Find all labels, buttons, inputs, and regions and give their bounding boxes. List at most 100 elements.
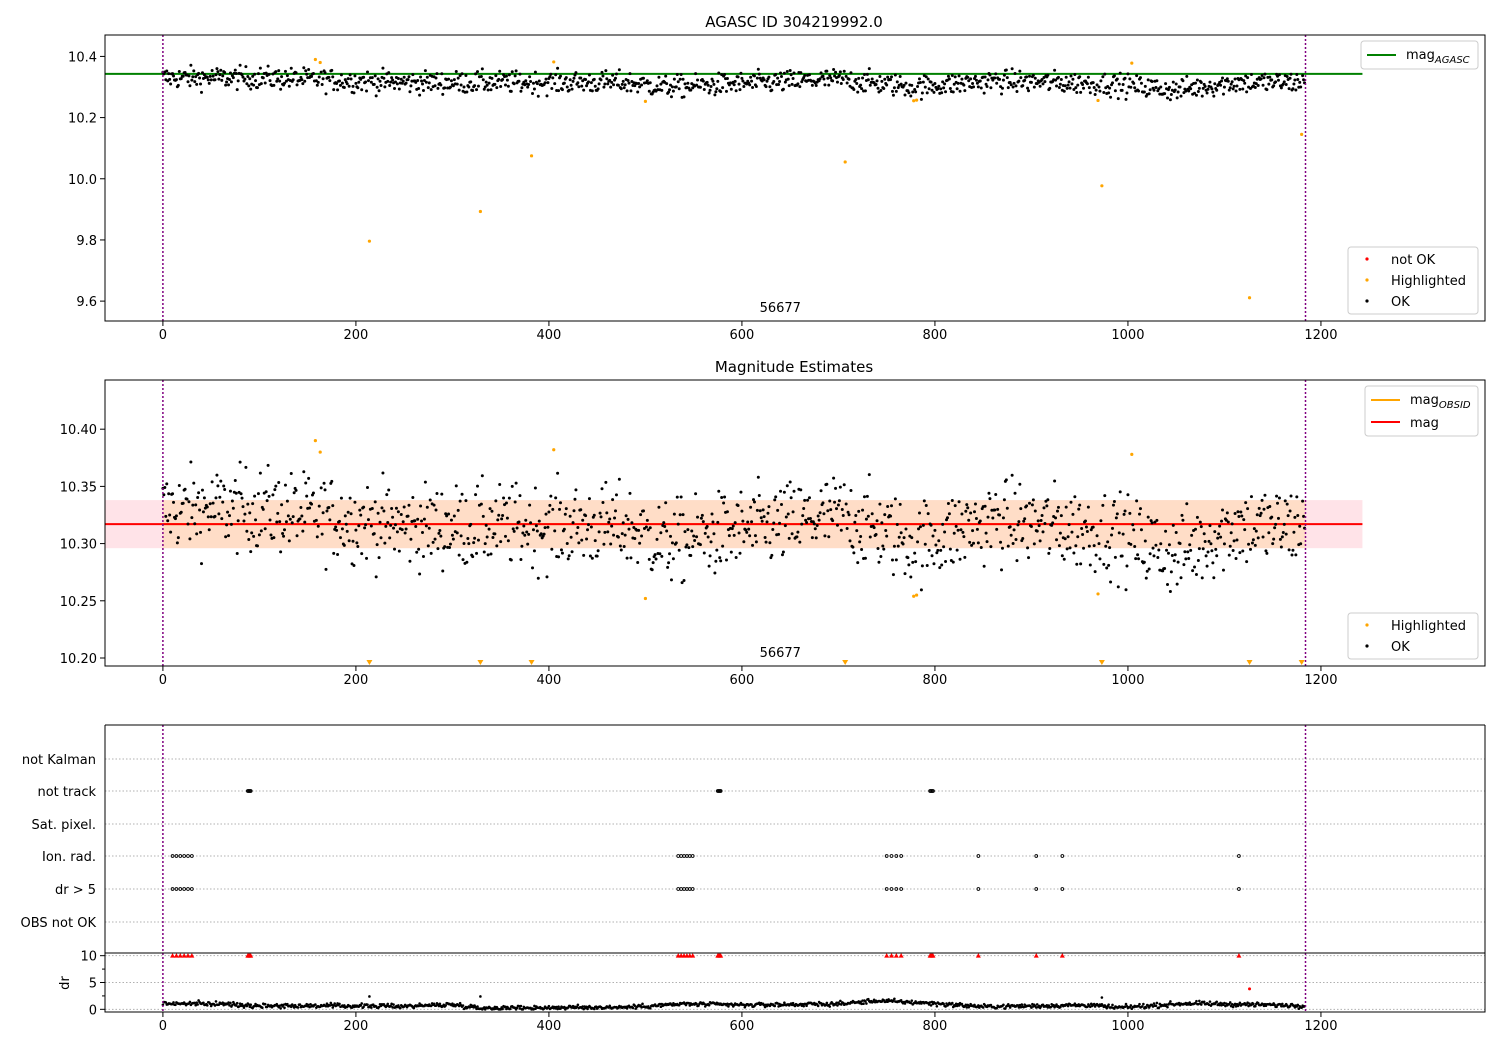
ok-point (924, 75, 928, 79)
ok-point (1195, 515, 1199, 519)
ok-point (1169, 570, 1173, 574)
ok-point (169, 82, 173, 86)
ok-point (272, 83, 276, 87)
ok-point (1056, 75, 1060, 79)
below-limit-marker (366, 660, 373, 665)
ok-point (1194, 93, 1198, 97)
ok-point (1197, 86, 1201, 90)
ok-point (383, 85, 387, 89)
ok-point (618, 544, 622, 548)
ok-point (1286, 514, 1290, 518)
dr-point (444, 1004, 447, 1007)
ok-point (849, 71, 853, 75)
ok-point (1221, 76, 1225, 80)
ok-point (901, 542, 905, 546)
ok-point (1083, 519, 1087, 523)
ok-point (725, 510, 729, 514)
ok-point (678, 513, 682, 517)
dr-point (1158, 1002, 1162, 1006)
ok-point (418, 572, 422, 576)
ok-point (919, 588, 923, 592)
ok-point (654, 557, 658, 561)
ok-point (1019, 507, 1023, 511)
dr-point (253, 1004, 256, 1008)
ok-point (943, 530, 947, 534)
ok-point (839, 81, 843, 85)
ok-point (646, 528, 650, 532)
ok-point (1066, 83, 1070, 87)
ok-point (528, 503, 532, 507)
dr-point (966, 1003, 970, 1007)
ok-point (629, 556, 633, 560)
highlighted-point (529, 154, 534, 158)
ok-point (164, 514, 168, 518)
ok-point (813, 527, 817, 531)
ok-point (347, 539, 351, 543)
dr-point (1092, 1002, 1096, 1006)
ok-point (991, 516, 995, 520)
ok-point (220, 517, 224, 521)
ok-point (1291, 548, 1295, 552)
ok-point (644, 525, 648, 529)
ok-point (328, 518, 332, 522)
ok-point (983, 75, 987, 79)
ok-point (402, 75, 406, 79)
ok-point (1277, 73, 1281, 77)
ok-point (647, 557, 651, 561)
ok-point (891, 573, 895, 577)
ok-point (754, 85, 758, 89)
ok-point (1137, 557, 1141, 561)
ok-point (1091, 81, 1095, 85)
ok-point (948, 547, 952, 551)
ok-point (383, 541, 387, 545)
dr-point (840, 1003, 843, 1006)
ok-point (532, 549, 536, 553)
ok-point (1066, 535, 1070, 539)
ok-point (220, 78, 224, 82)
dr-point (265, 1005, 269, 1009)
ok-point (449, 79, 453, 83)
ok-point (882, 547, 886, 551)
ok-point (1240, 514, 1244, 518)
dr-point (492, 1007, 496, 1011)
ok-point (1193, 527, 1197, 531)
ok-point (476, 84, 480, 88)
ok-point (689, 554, 693, 558)
ok-point (807, 73, 811, 77)
ok-point (663, 525, 667, 529)
ok-point (723, 73, 727, 77)
ok-point (1301, 499, 1305, 503)
ok-point (890, 75, 894, 79)
dr-point (479, 995, 482, 998)
ok-point (1253, 543, 1257, 547)
ok-point (288, 517, 292, 521)
ok-point (521, 531, 525, 535)
ok-point (930, 88, 934, 92)
ok-point (217, 77, 221, 81)
dr-point (1129, 1004, 1133, 1007)
ok-point (1129, 542, 1133, 546)
ok-point (764, 85, 768, 89)
ok-point (1171, 523, 1175, 527)
ok-point (840, 507, 844, 511)
dr-point (298, 1003, 302, 1006)
ok-point (611, 73, 615, 77)
ok-point (395, 82, 399, 86)
ok-point (200, 71, 204, 75)
ok-point (976, 541, 980, 545)
ok-point (1048, 86, 1052, 90)
dr-point (1141, 1005, 1144, 1008)
ok-point (171, 72, 175, 76)
ok-point (1246, 76, 1250, 80)
ok-point (660, 554, 664, 558)
ok-point (919, 97, 923, 101)
ok-point (364, 523, 368, 527)
ok-point (909, 94, 913, 98)
ok-point (592, 513, 596, 517)
ok-point (1196, 90, 1200, 94)
ok-point (753, 534, 757, 538)
ok-point (706, 535, 710, 539)
ok-point (734, 89, 738, 93)
ok-point (241, 505, 245, 509)
ok-point (948, 86, 952, 90)
